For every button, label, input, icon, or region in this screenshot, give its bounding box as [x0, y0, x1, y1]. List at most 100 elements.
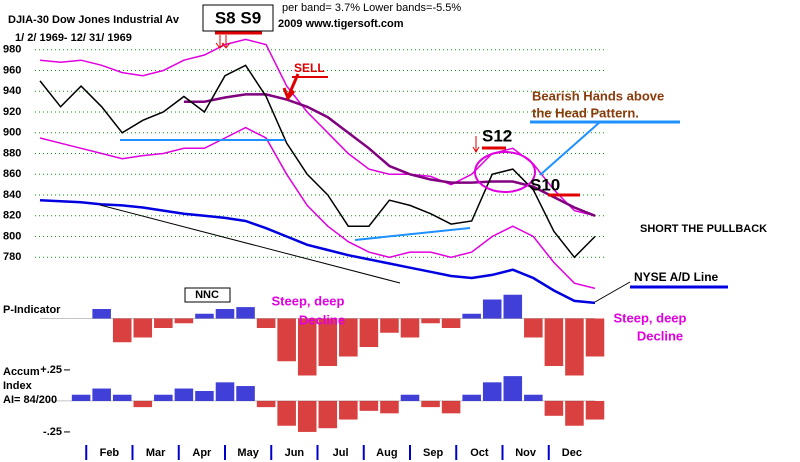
bar	[256, 400, 276, 408]
bar	[380, 318, 399, 333]
annotation: Bearish Hands above	[532, 88, 664, 103]
bar	[585, 318, 605, 357]
bar	[277, 400, 296, 426]
subtitle: per band= 3.7% Lower bands=-5.5%	[282, 2, 461, 14]
x-tick-label: Apr	[192, 447, 212, 459]
bar	[195, 391, 214, 401]
bar	[92, 388, 111, 401]
x-tick-label: Feb	[100, 447, 120, 459]
bar	[421, 318, 440, 324]
x-tick-label: Nov	[515, 447, 537, 459]
bar	[236, 386, 255, 401]
pointer	[539, 121, 601, 176]
bar	[421, 400, 440, 408]
x-tick-label: Dec	[562, 447, 582, 459]
signal-box	[202, 4, 274, 32]
bar	[215, 382, 235, 401]
bar	[585, 400, 605, 420]
bar	[297, 318, 317, 376]
arrow	[472, 136, 480, 153]
bar	[339, 318, 358, 357]
label-box	[184, 287, 231, 303]
y-tick-label: 880	[3, 147, 21, 159]
bar	[462, 394, 481, 401]
bar	[441, 318, 461, 328]
bar	[195, 313, 214, 319]
bar	[297, 400, 317, 432]
bar	[112, 394, 132, 401]
annotation: NNC	[195, 289, 219, 301]
x-tick-label: Mar	[146, 447, 166, 459]
annotation: the Head Pattern.	[532, 105, 639, 120]
series-line	[39, 198, 596, 305]
y-tick-label: 860	[3, 168, 21, 180]
panel-label: P-Indicator	[3, 304, 61, 316]
y-tick-label: 800	[3, 230, 21, 242]
bar	[318, 318, 338, 366]
y-tick-label: 940	[3, 85, 21, 97]
bar	[544, 318, 564, 366]
x-tick-label: Sep	[423, 447, 443, 459]
panel-label: Index	[3, 380, 33, 392]
bar	[544, 400, 564, 416]
trend-line	[99, 204, 401, 284]
bar	[503, 294, 523, 319]
source: 2009 www.tigersoft.com	[278, 18, 404, 30]
bar	[133, 400, 153, 408]
y-tick-label: +.25	[40, 364, 62, 376]
bar	[236, 307, 255, 319]
annotation: Decline	[299, 312, 345, 327]
bar	[462, 313, 481, 319]
bar	[359, 400, 379, 411]
x-tick-label: May	[237, 447, 259, 459]
signal: SELL	[294, 61, 325, 75]
series-line	[39, 64, 596, 259]
bar	[215, 309, 235, 319]
bar	[380, 400, 399, 414]
bar	[174, 318, 194, 324]
y-tick-label: 780	[3, 251, 21, 263]
bar	[400, 318, 420, 338]
bar	[400, 394, 420, 401]
annotation: SHORT THE PULLBACK	[640, 223, 767, 235]
annotation: Decline	[637, 328, 683, 343]
y-tick-label: 980	[3, 44, 21, 56]
bar	[503, 376, 523, 401]
chart-title: DJIA-30 Dow Jones Industrial Av	[8, 14, 180, 26]
bar	[154, 394, 173, 401]
panel-label: AI= 84/200	[3, 394, 57, 406]
bar	[318, 400, 338, 429]
annotation: Steep, deep	[272, 293, 345, 308]
bar	[565, 400, 584, 426]
pattern-ellipse	[474, 151, 536, 193]
bar	[359, 318, 379, 347]
panel-label: Accum	[3, 366, 40, 378]
y-tick-label: 840	[3, 189, 21, 201]
signal: S10	[530, 175, 560, 194]
bar	[524, 394, 543, 401]
bar	[339, 400, 358, 420]
bar	[154, 318, 173, 328]
x-tick-label: Oct	[470, 447, 489, 459]
bar	[524, 318, 543, 338]
bar	[482, 299, 502, 319]
x-tick-label: Jul	[333, 447, 349, 459]
bar	[133, 318, 153, 338]
arrow	[215, 35, 231, 49]
y-tick-label: 960	[3, 64, 21, 76]
y-tick-label: 920	[3, 106, 21, 118]
y-tick-label: 900	[3, 127, 21, 139]
pointer	[594, 281, 631, 303]
signal: S12	[482, 126, 512, 145]
bar	[441, 400, 461, 414]
bar	[256, 318, 276, 328]
y-tick-label: 820	[3, 210, 21, 222]
bar	[482, 382, 502, 401]
annotation: NYSE A/D Line	[634, 270, 719, 284]
series-line	[39, 126, 596, 290]
bar	[174, 388, 194, 401]
plot-area: 780 800 820 840 860 880 900 920 940 960 980 +.25 -.2…	[3, 38, 605, 460]
y-tick-label: -.25	[43, 426, 62, 438]
bar	[92, 309, 111, 319]
